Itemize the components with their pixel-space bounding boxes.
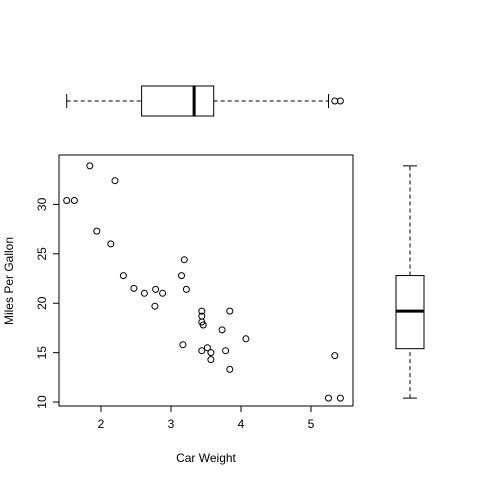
data-point	[180, 256, 188, 264]
data-point	[203, 344, 211, 352]
x-tick-label: 4	[238, 417, 245, 431]
data-point	[218, 326, 226, 334]
y-axis: 10 15 20 25 30	[35, 197, 59, 409]
y-tick-label: 25	[35, 247, 49, 261]
data-point	[242, 335, 250, 343]
data-point	[63, 197, 71, 204]
y-tick-label: 20	[35, 296, 49, 310]
data-point	[207, 356, 215, 364]
x-tick-label: 2	[98, 417, 105, 431]
scatter-points	[63, 162, 344, 402]
data-point	[119, 272, 127, 280]
data-point	[198, 307, 206, 315]
x-tick-label: 3	[168, 417, 175, 431]
data-point	[107, 240, 115, 248]
y-tick-label: 15	[35, 346, 49, 360]
data-point	[325, 394, 332, 402]
plot-frame	[58, 154, 354, 407]
data-point	[198, 312, 206, 320]
outlier-point	[336, 97, 344, 105]
data-point	[207, 349, 215, 357]
x-axis-label: Car Weight	[176, 451, 236, 465]
data-point	[222, 347, 230, 355]
x-axis: 2 3 4 5	[98, 406, 315, 431]
data-point	[198, 347, 206, 355]
data-point	[86, 162, 94, 170]
data-point	[226, 365, 234, 373]
x-tick-label: 5	[308, 417, 315, 431]
y-tick-label: 10	[35, 395, 49, 409]
y-tick-label: 30	[35, 197, 49, 211]
data-point	[182, 285, 190, 293]
data-point	[159, 289, 167, 297]
data-point	[199, 321, 207, 329]
data-point	[70, 197, 78, 204]
box	[141, 85, 215, 117]
data-point	[226, 307, 234, 315]
data-point	[331, 352, 339, 360]
y-axis-label: Miles Per Gallon	[2, 237, 16, 325]
mpg-boxplot	[395, 165, 425, 399]
data-point	[140, 289, 148, 297]
data-point	[152, 285, 160, 293]
data-point	[179, 341, 187, 349]
data-point	[93, 227, 101, 235]
data-point	[178, 272, 185, 280]
weight-boxplot	[66, 85, 344, 117]
data-point	[130, 284, 138, 292]
data-point	[336, 394, 344, 402]
scatter-plot: 2 3 4 5 10 15 20 25 30 Car Weight Miles Per Gal…	[2, 154, 354, 465]
data-point	[151, 302, 159, 310]
data-point	[111, 177, 119, 185]
